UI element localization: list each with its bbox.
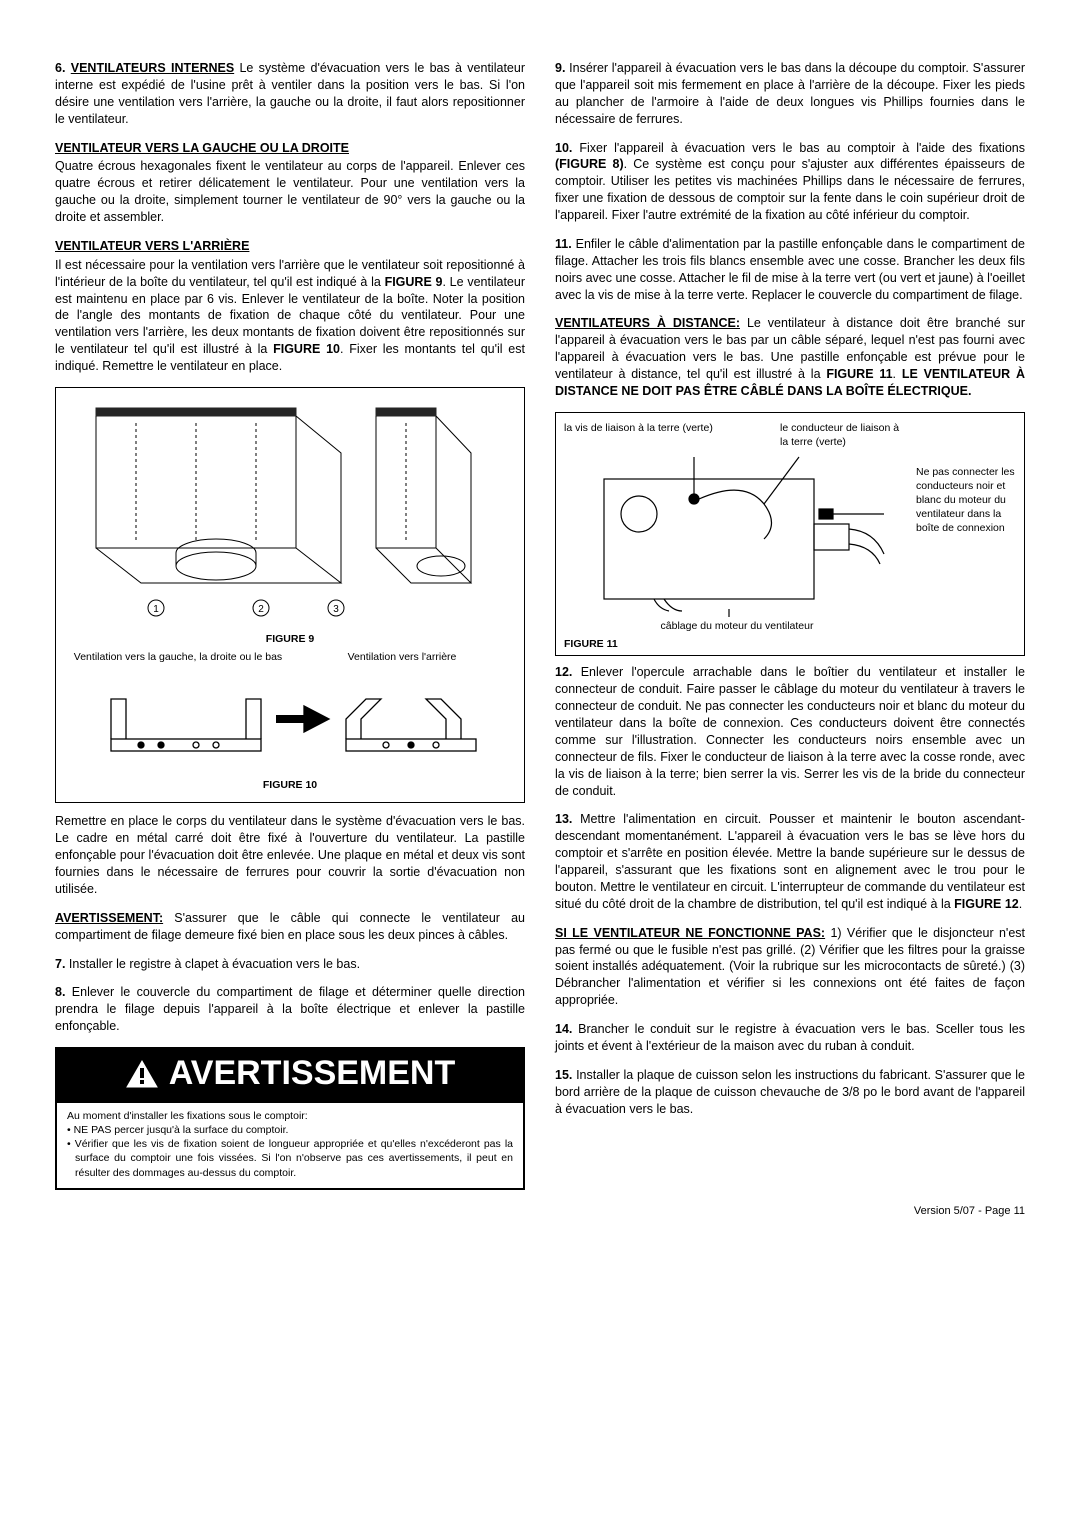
fig9-caption-right: Ventilation vers l'arrière: [290, 650, 514, 664]
troubleshoot-paragraph: SI LE VENTILATEUR NE FONCTIONNE PAS: 1) …: [555, 925, 1025, 1009]
inline-warning-label: AVERTISSEMENT:: [55, 911, 163, 925]
fig11-label-bottom: câblage du moteur du ventilateur: [564, 619, 910, 633]
svg-text:2: 2: [258, 604, 264, 615]
figure-10-label: FIGURE 10: [66, 778, 514, 792]
svg-text:1: 1: [153, 604, 159, 615]
paragraph-7: 7. Installer le registre à clapet à évac…: [55, 956, 525, 973]
figure-10-illustration: [66, 664, 496, 774]
item-6-title: VENTILATEURS INTERNES: [71, 61, 234, 75]
after-figures-body: Remettre en place le corps du ventilateu…: [55, 813, 525, 897]
figure-9-captions: Ventilation vers la gauche, la droite ou…: [66, 650, 514, 664]
figure-9-10-container: 1 2 3 FIGURE 9 Ventilation vers la gauch…: [55, 387, 525, 804]
figure-11-container: la vis de liaison à la terre (verte) le …: [555, 412, 1025, 657]
body-left-right: Quatre écrous hexagonales fixent le vent…: [55, 158, 525, 226]
warning-header: AVERTISSEMENT: [57, 1049, 523, 1103]
fig11-label-side: Ne pas connecter les conducteurs noir et…: [916, 421, 1016, 652]
figure-11-illustration: [564, 449, 894, 619]
remote-blower-heading: VENTILATEURS À DISTANCE:: [555, 316, 740, 330]
heading-left-right: VENTILATEUR VERS LA GAUCHE OU LA DROITE: [55, 140, 525, 157]
left-column: 6. VENTILATEURS INTERNES Le système d'év…: [55, 60, 525, 1190]
item-6-number: 6.: [55, 61, 65, 75]
warning-title: AVERTISSEMENT: [169, 1051, 456, 1097]
fig11-label-topleft: la vis de liaison à la terre (verte): [564, 421, 713, 449]
fig11-label-topright: le conducteur de liaison à la terre (ver…: [780, 421, 910, 449]
fig9-caption-left: Ventilation vers la gauche, la droite ou…: [66, 650, 290, 664]
paragraph-13: 13. Mettre l'alimentation en circuit. Po…: [555, 811, 1025, 912]
warning-body: Au moment d'installer les fixations sous…: [57, 1103, 523, 1188]
warning-icon: [125, 1059, 159, 1089]
inline-warning: AVERTISSEMENT: S'assurer que le câble qu…: [55, 910, 525, 944]
svg-text:3: 3: [333, 604, 339, 615]
paragraph-14: 14. Brancher le conduit sur le registre …: [555, 1021, 1025, 1055]
troubleshoot-heading: SI LE VENTILATEUR NE FONCTIONNE PAS:: [555, 926, 825, 940]
paragraph-12: 12. Enlever l'opercule arrachable dans l…: [555, 664, 1025, 799]
figure-11-label: FIGURE 11: [564, 637, 910, 651]
paragraph-6: 6. VENTILATEURS INTERNES Le système d'év…: [55, 60, 525, 128]
paragraph-15: 15. Installer la plaque de cuisson selon…: [555, 1067, 1025, 1118]
right-column: 9. Insérer l'appareil à évacuation vers …: [555, 60, 1025, 1190]
figure-9-illustration: 1 2 3: [66, 398, 496, 628]
warning-box: AVERTISSEMENT Au moment d'installer les …: [55, 1047, 525, 1190]
remote-blower-paragraph: VENTILATEURS À DISTANCE: Le ventilateur …: [555, 315, 1025, 399]
page-footer: Version 5/07 - Page 11: [55, 1204, 1025, 1219]
paragraph-10: 10. Fixer l'appareil à évacuation vers l…: [555, 140, 1025, 224]
paragraph-9: 9. Insérer l'appareil à évacuation vers …: [555, 60, 1025, 128]
figure-9-label: FIGURE 9: [66, 632, 514, 646]
paragraph-8: 8. Enlever le couvercle du compartiment …: [55, 984, 525, 1035]
body-rear: Il est nécessaire pour la ventilation ve…: [55, 257, 525, 375]
heading-rear: VENTILATEUR VERS L'ARRIÈRE: [55, 238, 525, 255]
paragraph-11: 11. Enfiler le câble d'alimentation par …: [555, 236, 1025, 304]
